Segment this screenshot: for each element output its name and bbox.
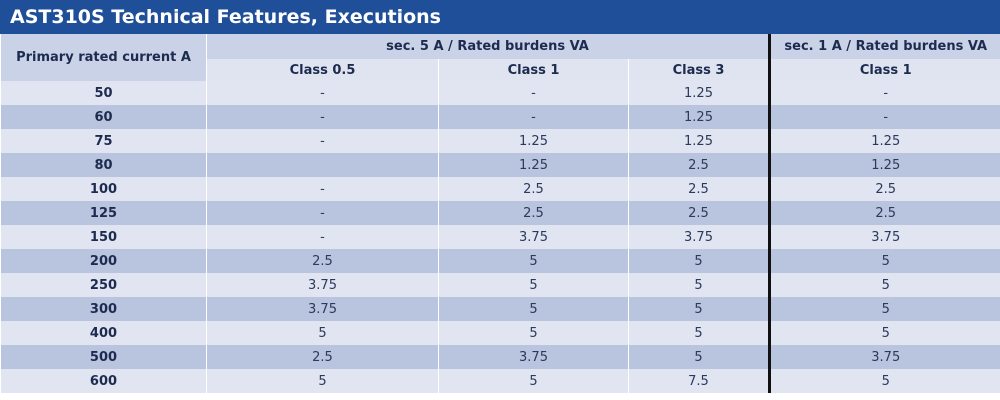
table-row: 400 5 5 5 5 <box>0 321 1000 345</box>
burden-cell: - <box>206 201 439 225</box>
burden-cell: - <box>206 129 439 153</box>
table-row: 600 5 5 7.5 5 <box>0 369 1000 393</box>
table-row: 200 2.5 5 5 5 <box>0 249 1000 273</box>
burden-cell: 5 <box>438 249 629 273</box>
primary-current-cell: 200 <box>0 249 207 273</box>
burden-cell: 1.25 <box>438 129 629 153</box>
table-row: 75-1.25 1.25 1.25 <box>0 129 1000 153</box>
burden-cell: 2.5 <box>438 177 629 201</box>
burden-cell: 5 <box>768 369 1000 393</box>
burden-cell: 3.75 <box>438 345 629 369</box>
primary-current-cell: 100 <box>0 177 207 201</box>
burden-cell: 1.25 <box>628 105 770 129</box>
burden-cell: 5 <box>628 249 770 273</box>
burden-cell: 7.5 <box>628 369 770 393</box>
table-row: 300 3.75 5 5 5 <box>0 297 1000 321</box>
burden-cell: 2.5 <box>628 201 770 225</box>
table-row: 250 3.75 5 5 5 <box>0 273 1000 297</box>
sec5-class05-header: Class 0.5 <box>206 59 439 81</box>
burden-cell: 2.5 <box>768 177 1000 201</box>
burden-cell: 5 <box>768 321 1000 345</box>
burden-cell: - <box>206 225 439 249</box>
burden-cell: 3.75 <box>768 225 1000 249</box>
table-row: 80 1.25 2.5 1.25 <box>0 153 1000 177</box>
sec5-class1-header: Class 1 <box>438 59 629 81</box>
burden-cell: - <box>206 177 439 201</box>
burden-cell: 5 <box>628 273 770 297</box>
burden-cell: 5 <box>628 297 770 321</box>
primary-current-header: Primary rated current A <box>0 34 207 81</box>
burden-cell: - <box>768 105 1000 129</box>
burden-cell: 5 <box>438 321 629 345</box>
primary-current-cell: 50 <box>0 81 207 105</box>
burden-cell: 5 <box>768 297 1000 321</box>
table-row: 50- -1.25- <box>0 81 1000 105</box>
table-row: 500 2.5 3.75 5 3.75 <box>0 345 1000 369</box>
burden-cell: - <box>206 81 439 105</box>
sec5-class3-header: Class 3 <box>628 59 770 81</box>
primary-current-cell: 300 <box>0 297 207 321</box>
primary-current-cell: 60 <box>0 105 207 129</box>
burden-cell: 5 <box>628 321 770 345</box>
burden-cell: 1.25 <box>768 153 1000 177</box>
burden-cell: - <box>768 81 1000 105</box>
burden-cell: 3.75 <box>206 273 439 297</box>
primary-current-cell: 400 <box>0 321 207 345</box>
primary-current-cell: 125 <box>0 201 207 225</box>
burden-cell: 3.75 <box>628 225 770 249</box>
table-body: 50- -1.25-60- -1.25-75-1.25 1.25 1.25 80 1.25 2… <box>0 81 1000 393</box>
burden-cell: - <box>206 105 439 129</box>
burden-cell: - <box>438 105 629 129</box>
burden-cell: 2.5 <box>768 201 1000 225</box>
burden-cell: 3.75 <box>206 297 439 321</box>
burden-cell: - <box>438 81 629 105</box>
burden-cell: 2.5 <box>628 153 770 177</box>
burden-cell: 3.75 <box>438 225 629 249</box>
burden-cell: 1.25 <box>628 129 770 153</box>
burden-cell: 2.5 <box>438 201 629 225</box>
burden-cell: 1.25 <box>438 153 629 177</box>
burden-cell: 1.25 <box>768 129 1000 153</box>
table-row: 150-3.75 3.75 3.75 <box>0 225 1000 249</box>
table-row: 100-2.5 2.5 2.5 <box>0 177 1000 201</box>
burden-cell: 5 <box>438 369 629 393</box>
table-row: 60- -1.25- <box>0 105 1000 129</box>
primary-current-cell: 150 <box>0 225 207 249</box>
sec1-class1-header: Class 1 <box>768 59 1000 81</box>
primary-current-cell: 250 <box>0 273 207 297</box>
burden-cell: 1.25 <box>628 81 770 105</box>
table-row: 125-2.5 2.5 2.5 <box>0 201 1000 225</box>
burden-cell: 5 <box>768 249 1000 273</box>
sec1-group-header: sec. 1 A / Rated burdens VA <box>768 34 1000 59</box>
burden-cell: 2.5 <box>206 249 439 273</box>
primary-current-cell: 500 <box>0 345 207 369</box>
table-title: AST310S Technical Features, Executions <box>0 0 1000 34</box>
burden-cell: 2.5 <box>628 177 770 201</box>
burden-cell: 5 <box>206 369 439 393</box>
burden-cell <box>206 153 439 177</box>
primary-current-cell: 80 <box>0 153 207 177</box>
burden-cell: 2.5 <box>206 345 439 369</box>
burden-cell: 5 <box>438 297 629 321</box>
burden-cell: 5 <box>438 273 629 297</box>
burden-cell: 5 <box>206 321 439 345</box>
sec5-group-header: sec. 5 A / Rated burdens VA <box>206 34 770 59</box>
primary-current-cell: 75 <box>0 129 207 153</box>
features-table: Primary rated current A sec. 5 A / Rated… <box>0 34 1000 393</box>
burden-cell: 3.75 <box>768 345 1000 369</box>
primary-current-cell: 600 <box>0 369 207 393</box>
burden-cell: 5 <box>628 345 770 369</box>
burden-cell: 5 <box>768 273 1000 297</box>
